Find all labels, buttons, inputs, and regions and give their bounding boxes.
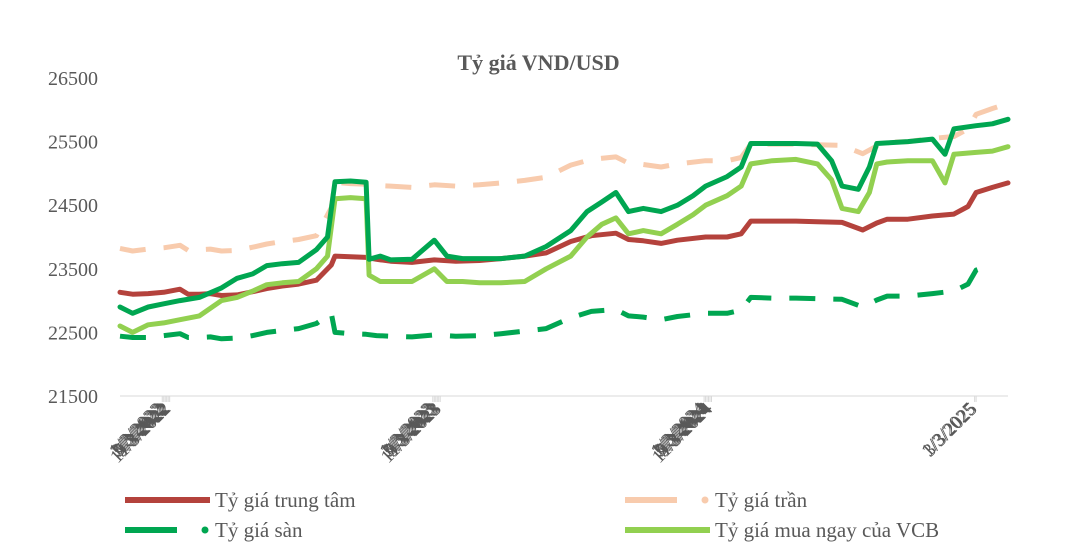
legend-item-central-rate: Tỷ giá trung tâm: [215, 488, 356, 513]
legend-label-central-rate: Tỷ giá trung tâm: [215, 488, 356, 512]
y-tick-label: 21500: [48, 386, 98, 408]
x-tick-label: 11/3/2023: [377, 399, 446, 468]
floor-rate-line: [119, 263, 990, 342]
legend-swatch-floor-rate-dot: [201, 526, 209, 534]
x-tick-label: 11/3/2022: [106, 399, 175, 468]
y-tick-label: 23500: [48, 259, 98, 281]
legend-swatch-ceiling-rate-dot: [701, 496, 709, 504]
legend-item-ceiling-rate: Tỷ giá trần: [715, 488, 807, 513]
x-tick-label: 11/3/2024: [648, 398, 717, 467]
legend-item-vcb-rate: Tỷ giá mua ngay của VCB: [715, 518, 939, 543]
legend-label-ceiling-rate: Tỷ giá trần: [715, 488, 808, 512]
y-tick-label: 22500: [48, 322, 98, 344]
x-tick-label: 3/3/2025: [919, 399, 982, 462]
y-tick-label: 25500: [48, 132, 98, 154]
chart-title: Tỷ giá VND/USD: [457, 50, 620, 75]
legend-label-floor-rate: Tỷ giá sàn: [215, 518, 303, 542]
y-tick-label: 24500: [48, 195, 98, 217]
central-rate-line: [117, 180, 1011, 298]
vcb-sell-rate-line: [117, 116, 1011, 316]
vcb-buy-rate-line: [117, 144, 1011, 335]
ceiling-rate-line: [119, 101, 1009, 254]
y-tick-label: 26500: [48, 68, 98, 90]
legend-label-vcb-rate: Tỷ giá mua ngay của VCB: [715, 518, 940, 542]
legend-item-floor-rate: Tỷ giá sàn: [215, 518, 302, 543]
